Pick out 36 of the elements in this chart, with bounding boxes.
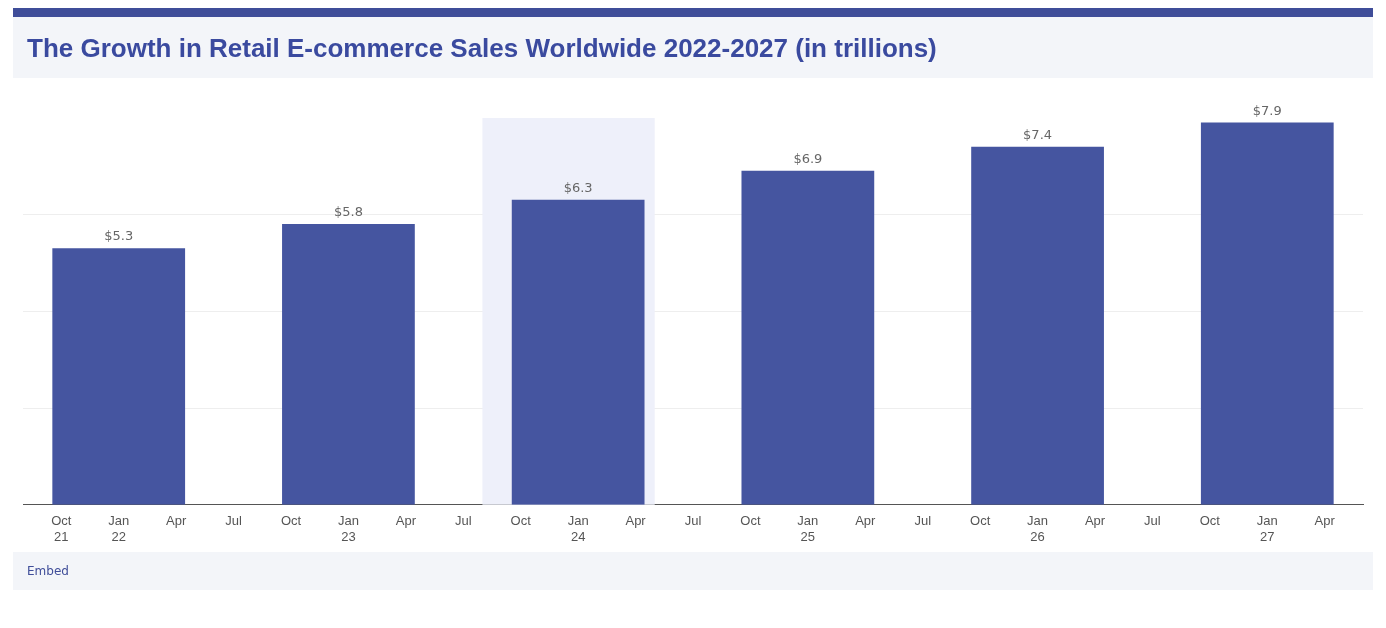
x-tick-label: Apr [395,513,417,529]
x-tick-label: Jan 22 [108,513,130,544]
x-tick-label: Jan 27 [1256,513,1278,544]
x-tick-label: Jan 25 [797,513,819,544]
x-tick-label: Apr [166,513,187,529]
data-label: $5.8 [333,204,363,220]
x-tick-label: Apr [1314,513,1336,529]
text: Embed [13,552,1373,590]
x-tick-label: Apr [855,513,877,529]
x-tick-label: Jul [914,513,932,529]
bar [971,146,1104,505]
data-label: $5.3 [104,228,134,244]
x-tick-label: Jul [684,513,702,529]
data-label: $6.3 [563,180,593,196]
x-tick-label: Apr [1084,513,1106,529]
x-tick-label: Oct [740,513,761,529]
data-label: $7.9 [1252,102,1282,118]
bar [52,248,186,505]
x-tick-label: Jan 24 [567,513,589,544]
x-tick-label: Jul [454,513,472,529]
bar [741,170,875,505]
x-tick-label: Oct 21 [51,513,72,544]
x-tick-label: Apr [625,513,647,529]
bar [282,224,415,505]
chart-title: The Growth in Retail E-commerce Sales Worldwide 2022-2027 (in trillions) [27,33,938,64]
bar [1200,122,1334,505]
x-tick-label: Oct [510,513,532,529]
x-tick-label: Jul [225,513,242,529]
x-tick-label: Oct [1199,513,1221,529]
data-label: $6.9 [793,151,823,167]
x-tick-label: Oct [280,513,302,529]
x-tick-label: Jul [1144,513,1161,529]
data-label: $7.4 [1023,126,1053,142]
x-tick-label: Oct [970,513,991,529]
x-tick-label: Jan 26 [1027,513,1049,544]
x-tick-label: Jan 23 [337,513,359,544]
